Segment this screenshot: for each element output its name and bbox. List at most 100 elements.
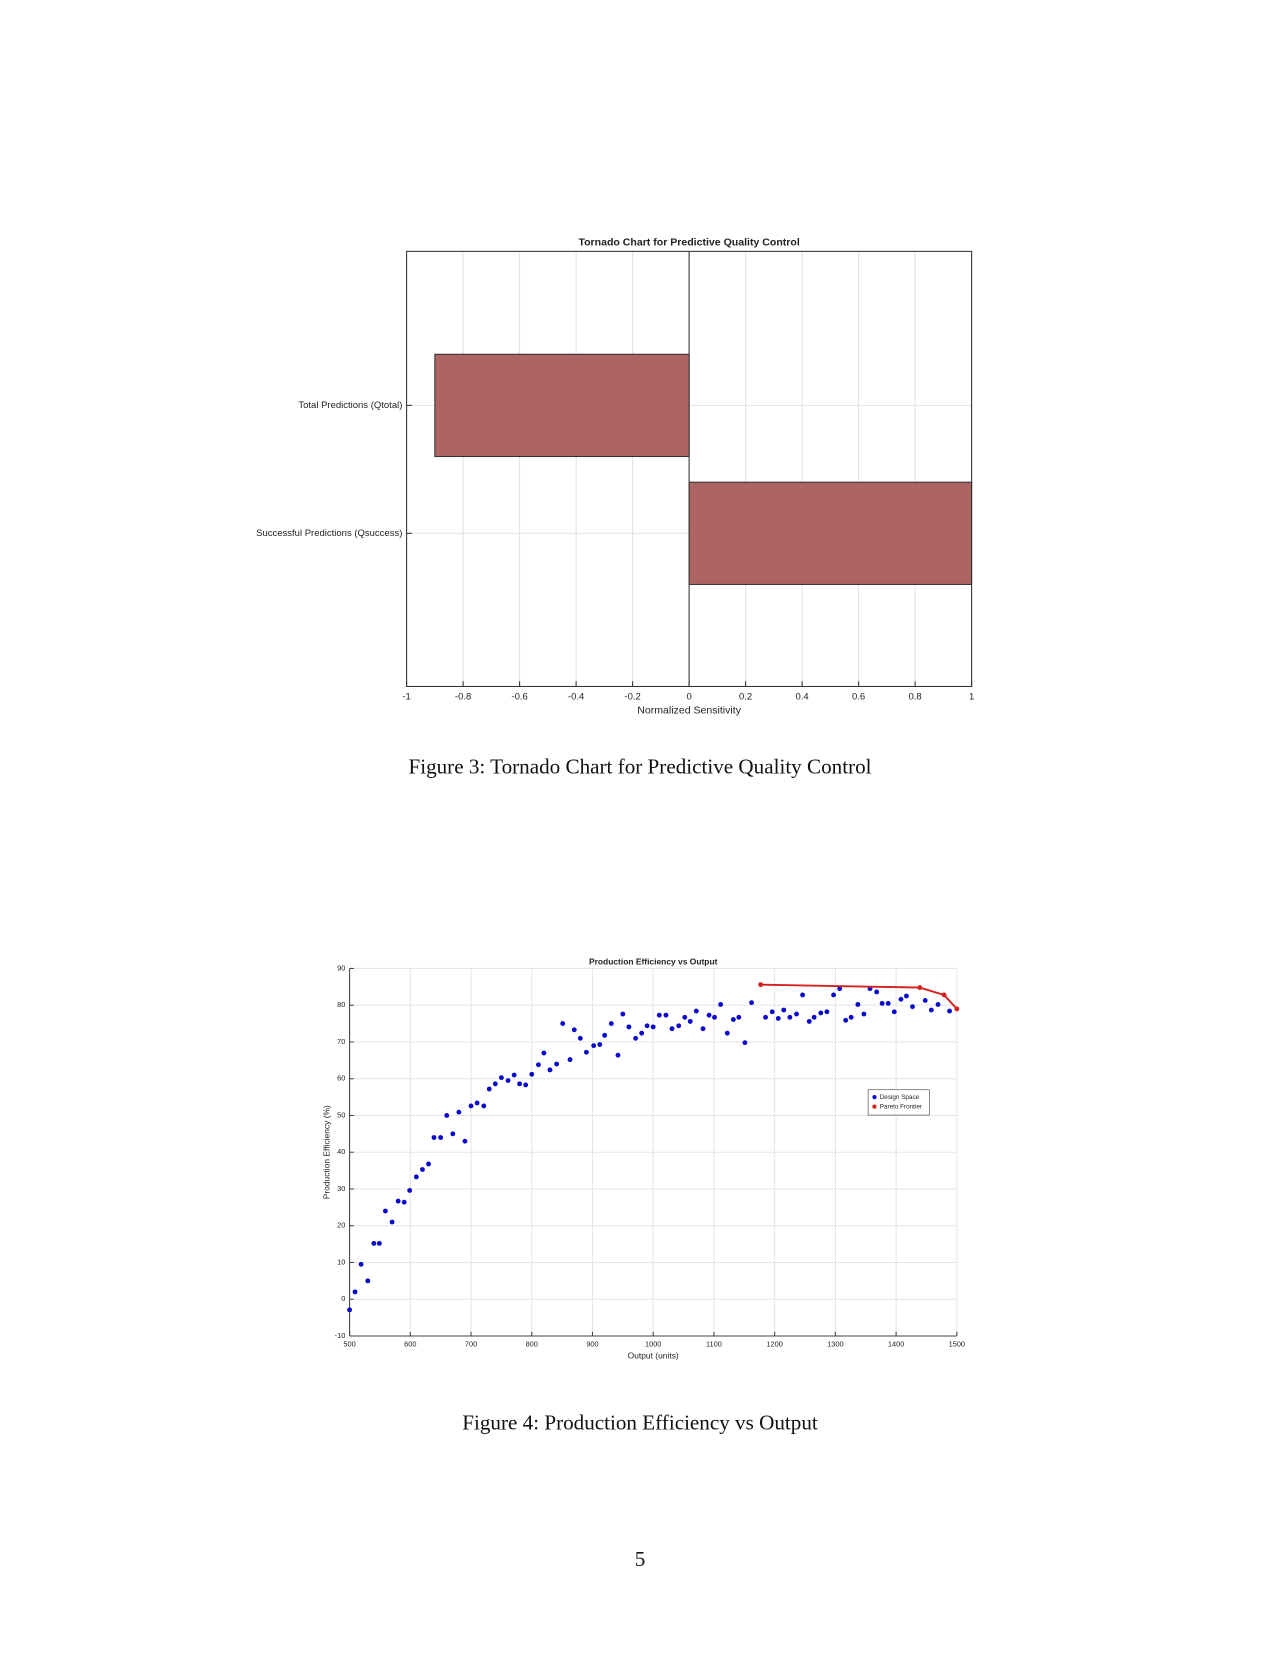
- data-point: [486, 1086, 492, 1092]
- data-point: [462, 1138, 468, 1144]
- y-tick-label: Total Predictions (Qtotal): [298, 400, 402, 411]
- data-point: [879, 1000, 885, 1006]
- data-point: [831, 992, 836, 998]
- data-point: [505, 1078, 511, 1083]
- data-point: [904, 993, 909, 999]
- x-tick-label: 500: [343, 1339, 355, 1348]
- data-point: [848, 1014, 854, 1020]
- data-point: [536, 1062, 541, 1068]
- data-point: [656, 1012, 662, 1018]
- x-tick-label: 1500: [949, 1339, 965, 1348]
- data-point: [626, 1024, 632, 1030]
- data-point: [758, 982, 764, 988]
- data-point: [898, 996, 904, 1002]
- data-point: [395, 1198, 401, 1204]
- x-axis-label: Output (units): [628, 1350, 679, 1360]
- y-tick-label: Successful Predictions (Qsuccess): [256, 528, 402, 539]
- data-point: [811, 1014, 817, 1020]
- data-point: [650, 1024, 656, 1030]
- data-point: [602, 1032, 608, 1038]
- data-point: [577, 1035, 583, 1041]
- data-point: [347, 1307, 353, 1313]
- data-point: [749, 1000, 755, 1006]
- data-point: [529, 1071, 535, 1077]
- data-point: [781, 1007, 787, 1013]
- data-point: [560, 1021, 566, 1027]
- y-tick-label: 80: [337, 1000, 345, 1009]
- y-tick-label: 50: [337, 1110, 345, 1119]
- data-point: [474, 1100, 480, 1106]
- x-tick-label: -0.6: [511, 692, 527, 703]
- bar: [434, 353, 690, 458]
- data-point: [712, 1014, 717, 1020]
- data-point: [736, 1014, 742, 1020]
- data-point: [389, 1219, 395, 1225]
- data-point: [615, 1052, 621, 1058]
- data-point: [426, 1161, 431, 1167]
- data-point: [407, 1188, 413, 1193]
- data-point: [787, 1014, 793, 1020]
- data-point: [591, 1043, 597, 1049]
- chart-title: Production Efficiency vs Output: [589, 956, 718, 966]
- data-point: [669, 1026, 675, 1032]
- data-point: [481, 1103, 487, 1109]
- data-point: [517, 1081, 523, 1087]
- data-point: [718, 1002, 724, 1007]
- y-tick-label: 0: [341, 1294, 345, 1303]
- x-tick-label: 0.2: [739, 692, 752, 703]
- data-point: [855, 1002, 861, 1007]
- data-point: [376, 1240, 382, 1246]
- data-point: [547, 1067, 553, 1073]
- data-point: [910, 1004, 915, 1010]
- data-point: [541, 1050, 547, 1056]
- data-point: [954, 1006, 960, 1012]
- data-point: [947, 1008, 952, 1014]
- data-point: [693, 1008, 699, 1014]
- x-tick-label: -1: [402, 692, 410, 703]
- data-point: [676, 1023, 682, 1029]
- data-point: [597, 1042, 603, 1047]
- x-tick-label: 0.4: [796, 692, 809, 703]
- data-point: [438, 1135, 444, 1140]
- data-point: [639, 1030, 645, 1036]
- y-tick-label: 60: [337, 1074, 345, 1083]
- y-tick-label: 30: [337, 1184, 345, 1193]
- data-point: [401, 1199, 407, 1205]
- x-tick-label: 1100: [706, 1339, 722, 1348]
- x-tick-label: 600: [404, 1339, 416, 1348]
- data-point: [885, 1000, 891, 1006]
- data-point: [922, 998, 928, 1003]
- x-tick-label: -0.4: [568, 692, 584, 703]
- data-point: [567, 1057, 573, 1063]
- data-point: [769, 1009, 775, 1015]
- data-point: [687, 1018, 693, 1024]
- x-tick-label: 700: [465, 1339, 477, 1348]
- x-tick-label: 800: [526, 1339, 538, 1348]
- data-point: [706, 1012, 712, 1018]
- data-point: [794, 1011, 799, 1017]
- data-point: [583, 1049, 589, 1055]
- legend-marker: [872, 1104, 877, 1109]
- data-point: [608, 1021, 614, 1027]
- data-point: [763, 1014, 768, 1020]
- plot-frame: [406, 250, 973, 688]
- legend-label: Design Space: [880, 1094, 920, 1101]
- y-tick-label: 10: [337, 1257, 345, 1266]
- chart-title: Tornado Chart for Predictive Quality Con…: [578, 237, 799, 249]
- data-point: [824, 1009, 830, 1015]
- data-point: [511, 1072, 517, 1078]
- y-tick-label: -10: [335, 1331, 346, 1340]
- data-point: [682, 1014, 688, 1020]
- data-point: [456, 1109, 462, 1115]
- x-tick-label: 1: [969, 692, 974, 703]
- y-tick-label: 90: [337, 963, 345, 972]
- data-point: [352, 1289, 358, 1295]
- data-point: [492, 1081, 498, 1087]
- data-point: [413, 1174, 419, 1180]
- data-point: [371, 1240, 377, 1246]
- data-point: [554, 1061, 560, 1067]
- legend-marker: [872, 1095, 877, 1100]
- x-tick-label: -0.8: [455, 692, 471, 703]
- x-tick-label: 1300: [827, 1339, 843, 1348]
